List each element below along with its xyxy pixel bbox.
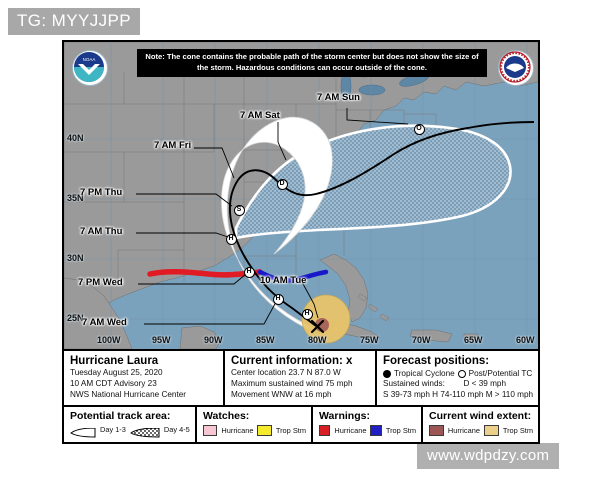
current-position-x-marker	[310, 319, 325, 334]
movement: Movement WNW at 16 mph	[231, 389, 332, 399]
noaa-logo: NOAA	[72, 50, 108, 86]
day-1-3-label: Day 1-3	[100, 425, 126, 435]
forecast-label-7am-thu: 7 AM Thu	[80, 226, 123, 237]
lon-label-80w: 80W	[308, 335, 327, 345]
national-weather-service-seal	[498, 50, 534, 86]
tropical-storm-warning-coast	[257, 269, 329, 283]
x-marker-icon: x	[346, 355, 353, 367]
info-table: Hurricane Laura Tuesday August 25, 2020 …	[64, 349, 538, 442]
watch-hurricane-label: Hurricane	[221, 425, 254, 435]
forecast-label-7am-fri: 7 AM Fri	[154, 140, 192, 151]
post-potential-tc-label: Post/Potential TC	[468, 369, 533, 379]
track-node-depression[interactable]: D	[276, 178, 288, 190]
label-leader-lines	[136, 108, 409, 325]
cone-day-1-3	[221, 116, 333, 331]
forecast-label-7pm-thu: 7 PM Thu	[80, 187, 123, 198]
watch-tropstm-label: Trop Stm	[275, 425, 306, 435]
windext-hurricane-label: Hurricane	[447, 425, 480, 435]
telegram-tag-overlay: TG: MYYJJPP	[8, 8, 140, 35]
cone-day-4-5-icon	[130, 425, 160, 438]
day-4-5-label: Day 4-5	[163, 425, 190, 435]
watch-hurricane-swatch	[203, 424, 218, 436]
warnings-title: Warnings:	[319, 410, 370, 422]
map-geography	[64, 42, 538, 349]
center-location: Center location 23.7 N 87.0 W	[231, 368, 341, 378]
storm-title: Hurricane Laura	[70, 355, 159, 367]
depression-threshold-label: D < 39 mph	[463, 379, 507, 389]
forecast-label-7am-sun: 7 AM Sun	[317, 92, 360, 103]
warning-tropstm-label: Trop Stm	[385, 425, 416, 435]
lon-label-75w: 75W	[360, 335, 379, 345]
forecast-positions-title: Forecast positions:	[383, 355, 490, 367]
forecast-map[interactable]: 40N 35N 30N 25N 100W 95W 90W 85W 80W 75W…	[64, 42, 538, 349]
warning-hurricane-swatch	[319, 424, 331, 436]
watches-title: Watches:	[203, 410, 250, 422]
windext-tropstm-swatch	[483, 424, 499, 436]
current-wind-extent-title: Current wind extent:	[429, 410, 532, 422]
lon-label-95w: 95W	[152, 335, 171, 345]
lon-label-90w: 90W	[204, 335, 223, 345]
lat-label-25n: 25N	[67, 313, 84, 323]
cone-day-1-3-icon	[70, 425, 96, 438]
svg-text:NOAA: NOAA	[83, 57, 96, 62]
forecast-label-7am-wed: 7 AM Wed	[82, 317, 127, 328]
tropical-cyclone-icon	[383, 369, 391, 378]
storm-advisory: 10 AM CDT Advisory 23	[70, 378, 157, 388]
lon-label-70w: 70W	[412, 335, 431, 345]
current-information-label: Current information:	[231, 355, 343, 367]
watch-tropstm-swatch	[257, 424, 272, 436]
info-row-legend: Potential track area: Day 1-3 Day 4-5	[64, 407, 538, 442]
current-information-cell: Current information: x Center location 2…	[223, 351, 375, 405]
max-sustained-wind: Maximum sustained wind 75 mph	[231, 378, 353, 388]
hurricane-forecast-graphic: 40N 35N 30N 25N 100W 95W 90W 85W 80W 75W…	[62, 40, 540, 444]
current-wind-extent-cell: Current wind extent: Hurricane Trop Stm	[421, 407, 538, 442]
warning-hurricane-label: Hurricane	[334, 425, 367, 435]
forecast-track-line	[229, 121, 535, 327]
post-potential-tc-icon	[457, 369, 466, 378]
track-node-post-potential[interactable]: O	[413, 123, 425, 135]
windext-hurricane-swatch	[429, 424, 444, 436]
lon-label-65w: 65W	[464, 335, 483, 345]
forecast-symbol-legend: Tropical Cyclone Post/Potential TC	[383, 369, 533, 378]
lat-label-40n: 40N	[67, 133, 84, 143]
storm-identity-cell: Hurricane Laura Tuesday August 25, 2020 …	[64, 351, 223, 405]
forecast-label-10am-tue: 10 AM Tue	[260, 275, 307, 286]
windext-tropstm-label: Trop Stm	[502, 425, 533, 435]
cone-note-banner: Note: The cone contains the probable pat…	[137, 49, 487, 77]
lat-label-30n: 30N	[67, 253, 84, 263]
watches-cell: Watches: Hurricane Trop Stm	[195, 407, 311, 442]
track-node-hurricane-3[interactable]: H	[272, 293, 284, 305]
track-node-tropical-storm[interactable]: S	[233, 204, 245, 216]
current-information-title: Current information: x	[231, 354, 370, 368]
storm-agency: NWS National Hurricane Center	[70, 389, 187, 399]
tropical-cyclone-label: Tropical Cyclone	[394, 369, 455, 379]
potential-track-area-title: Potential track area:	[70, 410, 171, 422]
forecast-label-7pm-wed: 7 PM Wed	[78, 277, 123, 288]
forecast-label-7am-sat: 7 AM Sat	[240, 110, 280, 121]
storm-date: Tuesday August 25, 2020	[70, 368, 163, 378]
info-row-primary: Hurricane Laura Tuesday August 25, 2020 …	[64, 351, 538, 407]
site-watermark: www.wdpdzy.com	[417, 443, 560, 469]
track-node-hurricane-2[interactable]: H	[243, 266, 255, 278]
lon-label-85w: 85W	[256, 335, 275, 345]
forecast-positions-cell: Forecast positions: Tropical Cyclone Pos…	[375, 351, 538, 405]
warnings-cell: Warnings: Hurricane Trop Stm	[311, 407, 421, 442]
track-node-hurricane-4[interactable]: H	[301, 308, 313, 320]
lon-label-60w: 60W	[516, 335, 535, 345]
track-node-hurricane-1[interactable]: H	[225, 233, 237, 245]
lat-label-35n: 35N	[67, 193, 84, 203]
sustained-winds-label: Sustained winds:	[383, 379, 445, 389]
wind-scale-label: S 39-73 mph H 74-110 mph M > 110 mph	[383, 389, 534, 399]
warning-tropstm-swatch	[370, 424, 382, 436]
lon-label-100w: 100W	[97, 335, 121, 345]
potential-track-area-cell: Potential track area: Day 1-3 Day 4-5	[64, 407, 195, 442]
